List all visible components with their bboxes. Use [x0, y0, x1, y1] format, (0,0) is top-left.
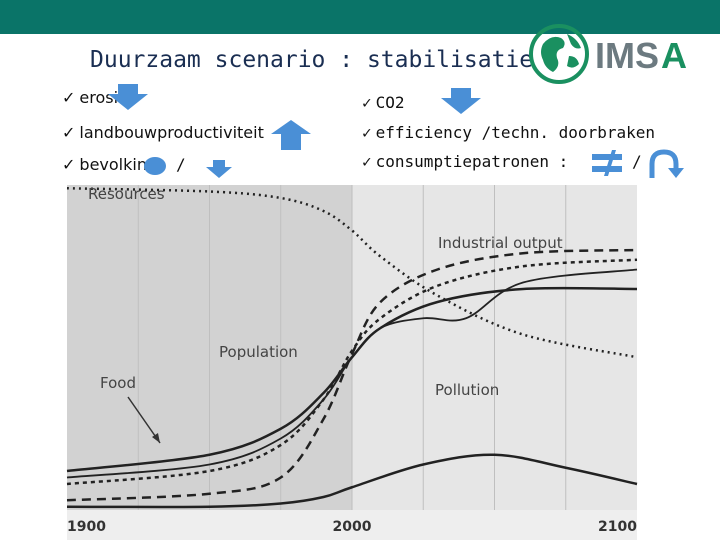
series-line-extra-5 [66, 258, 638, 486]
series-line-pollution [66, 453, 638, 509]
logo-text: IMS [595, 35, 659, 76]
arrow-down-co2-icon [441, 88, 481, 114]
x-tick-labels: 1900 2000 2100 [67, 519, 637, 535]
bullet-erosie: ✓ erosie [62, 88, 128, 107]
stable-circle-icon [144, 157, 166, 175]
x-axis-band [67, 510, 637, 540]
series-group [66, 187, 638, 509]
bevolking-separator: / [176, 155, 186, 174]
label-resources: Resources [88, 185, 165, 203]
series-line-food [66, 268, 638, 479]
bullet-co2: ✓ CO2 [362, 93, 405, 112]
equal-sign-icon [592, 150, 622, 176]
page-title: Duurzaam scenario : stabilisatie [90, 47, 534, 73]
logo-text-accent: A [661, 35, 687, 76]
consumptie-separator: / [632, 152, 642, 171]
arrow-up-icon [271, 120, 311, 150]
label-pollution: Pollution [435, 381, 499, 399]
bullet-bevolking: ✓ bevolking [62, 155, 158, 174]
bullet-landbouwproductiviteit: ✓ landbouwproductiviteit [62, 123, 264, 142]
limits-to-growth-chart: 1900 2000 2100 Resources Industrial output… [66, 185, 638, 540]
globe-icon [529, 24, 589, 84]
bullet-efficiency: ✓ efficiency /techn. doorbraken [362, 123, 655, 142]
series-line-industrial-output [66, 248, 638, 502]
label-industrial-output: Industrial output [438, 234, 563, 252]
top-bar [0, 0, 720, 34]
curved-arrow-icon [649, 149, 684, 178]
label-population: Population [219, 343, 298, 361]
imsa-logo: IMS A [529, 24, 687, 84]
label-food: Food [100, 374, 136, 392]
arrow-down-icon [108, 84, 148, 110]
series-line-resources [66, 187, 638, 359]
x-tick-label: 2100 [598, 519, 637, 535]
arrow-down-small-icon [206, 160, 232, 178]
bullet-consumptiepatronen: ✓ consumptiepatronen : [362, 152, 569, 171]
x-tick-label: 2000 [333, 519, 372, 535]
food-pointer-arrowhead [152, 433, 160, 443]
x-tick-label: 1900 [67, 519, 106, 535]
